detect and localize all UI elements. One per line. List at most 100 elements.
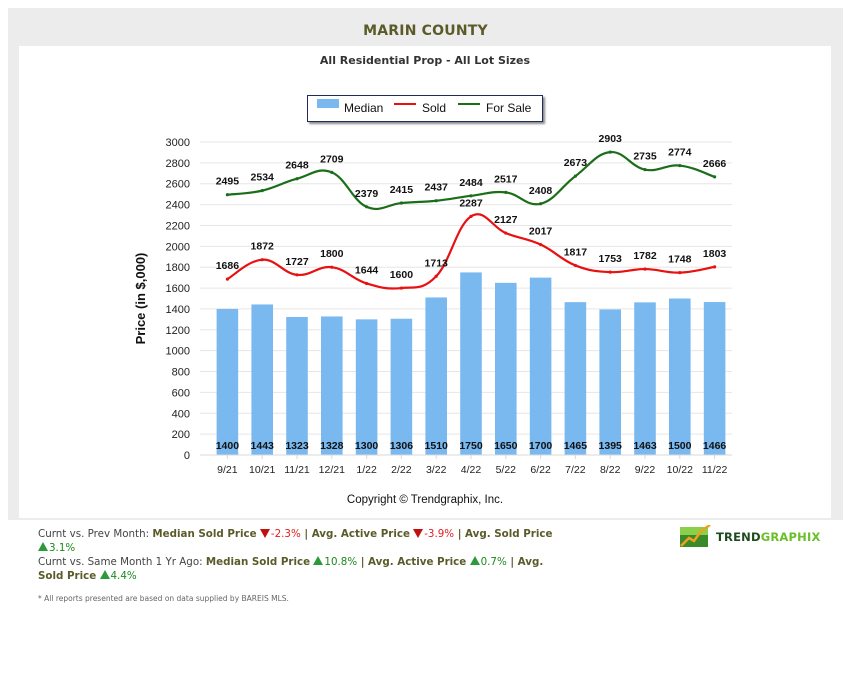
median-bar-label: 1300 bbox=[355, 440, 379, 452]
sold-point bbox=[225, 277, 229, 281]
x-tick-label: 9/21 bbox=[217, 464, 238, 476]
median-bar bbox=[390, 318, 413, 455]
stat-value: 0.7% bbox=[480, 556, 507, 568]
legend-label-median: Median bbox=[344, 101, 384, 115]
x-tick-label: 9/22 bbox=[635, 464, 656, 476]
y-tick-label: 200 bbox=[172, 429, 190, 441]
disclaimer-text: * All reports presented are based on dat… bbox=[38, 594, 289, 603]
median-bar bbox=[460, 272, 482, 455]
median-bars bbox=[216, 272, 726, 455]
sold-point bbox=[678, 271, 682, 275]
up-arrow-icon bbox=[38, 542, 48, 551]
for-sale-data-label: 2379 bbox=[355, 188, 379, 200]
x-tick-label: 7/22 bbox=[565, 464, 586, 476]
sold-point bbox=[573, 263, 578, 268]
median-bar-label: 1466 bbox=[703, 440, 727, 452]
sold-data-label: 2127 bbox=[494, 214, 518, 226]
for-sale-data-label: 2709 bbox=[320, 153, 344, 165]
sold-data-label: 1644 bbox=[355, 264, 379, 276]
stat-value: -3.9% bbox=[424, 528, 455, 540]
median-bar-label: 1443 bbox=[251, 440, 275, 452]
for-sale-point bbox=[573, 174, 578, 178]
sold-data-label: 1713 bbox=[425, 257, 449, 269]
stats-summary: Curnt vs. Prev Month: Median Sold Price … bbox=[38, 527, 558, 583]
median-bar-label: 1400 bbox=[216, 440, 240, 452]
page-title: MARIN COUNTY bbox=[363, 23, 488, 39]
trend-lines bbox=[225, 150, 717, 290]
sold-point bbox=[365, 281, 369, 286]
copyright-text: Copyright © Trendgraphix, Inc. bbox=[346, 494, 504, 506]
y-axis-title: Price (in $,000) bbox=[133, 253, 148, 345]
separator: | bbox=[357, 556, 369, 568]
stats-prev-month-label: Curnt vs. Prev Month: bbox=[38, 528, 153, 540]
for-sale-point bbox=[399, 201, 403, 205]
x-tick-label: 10/21 bbox=[249, 464, 275, 476]
median-bar bbox=[529, 277, 552, 455]
for-sale-point bbox=[608, 150, 612, 154]
median-bar bbox=[216, 308, 239, 455]
median-bar bbox=[425, 297, 447, 455]
for-sale-point bbox=[365, 205, 369, 209]
y-tick-label: 2600 bbox=[166, 179, 190, 191]
for-sale-data-label: 2495 bbox=[216, 176, 240, 188]
median-bar-label: 1510 bbox=[425, 440, 449, 452]
sold-point bbox=[539, 242, 543, 247]
separator: | bbox=[454, 528, 466, 540]
y-tick-label: 1000 bbox=[166, 346, 190, 358]
for-sale-point bbox=[469, 194, 473, 198]
y-tick-label: 2000 bbox=[166, 241, 190, 253]
stat-name: Median Sold Price bbox=[152, 528, 257, 540]
down-arrow-icon bbox=[413, 529, 424, 538]
x-tick-label: 6/22 bbox=[530, 464, 551, 476]
chart-legend: Median Sold For Sale bbox=[307, 95, 543, 122]
median-bar-label: 1700 bbox=[529, 440, 553, 452]
for-sale-data-label: 2903 bbox=[599, 133, 623, 145]
trend-chart-logo-icon bbox=[680, 523, 711, 547]
stat-value: 4.4% bbox=[110, 570, 137, 582]
chart-subtitle: All Residential Prop - All Lot Sizes bbox=[319, 54, 531, 67]
for-sale-data-label: 2415 bbox=[390, 184, 414, 196]
median-bar bbox=[321, 316, 343, 455]
median-bar-label: 1465 bbox=[564, 440, 588, 452]
for-sale-data-label: 2666 bbox=[703, 158, 727, 170]
legend-label-for-sale: For Sale bbox=[486, 101, 532, 115]
report-frame: MARIN COUNTY All Residential Prop - All … bbox=[8, 8, 843, 520]
separator: | bbox=[300, 528, 312, 540]
sold-point bbox=[399, 286, 403, 290]
for-sale-data-label: 2534 bbox=[251, 172, 275, 184]
x-tick-label: 5/22 bbox=[496, 464, 517, 476]
logo-wordmark: TRENDGRAPHIX bbox=[716, 530, 821, 544]
for-sale-data-label: 2484 bbox=[459, 177, 483, 189]
trendgraphix-logo: TRENDGRAPHIX bbox=[678, 523, 821, 549]
x-tick-label: 2/22 bbox=[391, 464, 412, 476]
y-tick-label: 600 bbox=[172, 387, 190, 399]
median-bar bbox=[495, 282, 517, 455]
sold-data-label: 1800 bbox=[320, 248, 344, 260]
sold-point bbox=[434, 274, 438, 278]
sold-data-label: 2017 bbox=[529, 226, 553, 238]
median-bar bbox=[286, 316, 308, 455]
price-chart: 1400 1443 1323 1328 1300 1306 1510 1750 1650 1700… bbox=[133, 133, 732, 476]
stat-name: Median Sold Price bbox=[205, 556, 311, 568]
stat-name: Avg. Active Price bbox=[311, 528, 410, 540]
y-tick-label: 1800 bbox=[166, 262, 190, 274]
for-sale-point bbox=[225, 193, 229, 197]
stats-prev-month: Curnt vs. Prev Month: Median Sold Price … bbox=[38, 527, 558, 555]
data-labels: 1400 1443 1323 1328 1300 1306 1510 1750 1650 1700… bbox=[216, 133, 727, 452]
stat-name: Avg. Sold Price bbox=[465, 528, 553, 540]
sold-data-label: 1817 bbox=[564, 246, 588, 258]
y-tick-label: 400 bbox=[172, 408, 190, 420]
for-sale-point bbox=[330, 170, 334, 174]
sold-point bbox=[330, 265, 334, 269]
legend-swatch-median bbox=[317, 99, 339, 108]
for-sale-point bbox=[713, 175, 717, 179]
y-tick-label: 3000 bbox=[166, 137, 190, 149]
legend-swatch-for-sale bbox=[458, 103, 480, 105]
y-tick-label: 2200 bbox=[166, 220, 190, 232]
y-tick-label: 800 bbox=[172, 367, 190, 379]
y-tick-label: 2800 bbox=[166, 158, 190, 170]
for-sale-point bbox=[504, 190, 508, 194]
median-bar bbox=[634, 302, 656, 455]
median-bar-label: 1323 bbox=[285, 440, 309, 452]
median-bar-label: 1750 bbox=[459, 440, 483, 452]
